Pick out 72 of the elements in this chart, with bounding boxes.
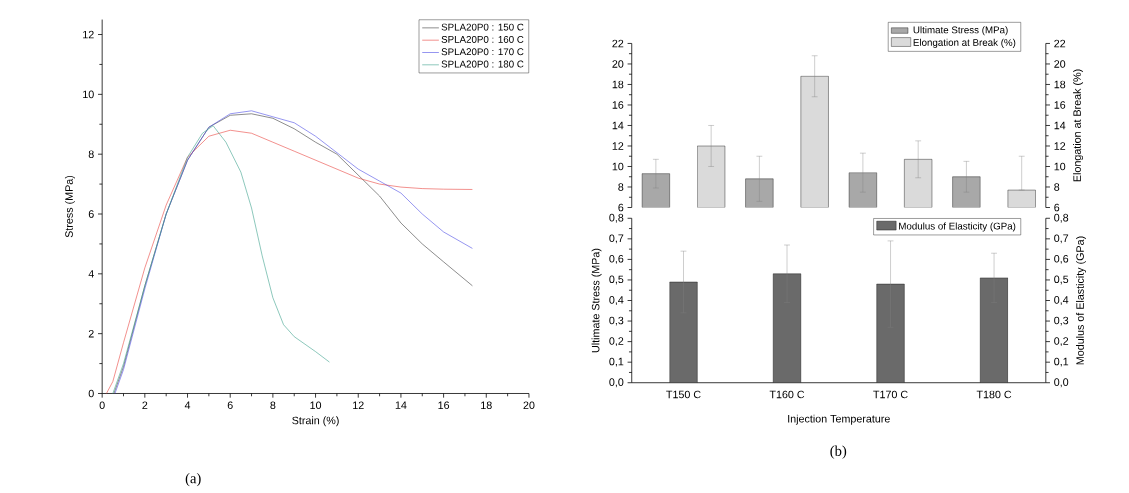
y-tick-label: 20 — [612, 60, 624, 68]
y-tick-label: 0,6 — [609, 254, 624, 264]
y2-tick-label: 0,8 — [1054, 213, 1069, 223]
y-tick-label: 22 — [612, 39, 624, 48]
x-tick-label: 10 — [310, 401, 322, 409]
y-tick-label: 10 — [83, 90, 94, 98]
y-tick-label: 8 — [88, 150, 94, 158]
x-tick-label: T180 C — [976, 390, 1012, 399]
y-tick-label: 8 — [618, 183, 624, 191]
x-tick-label: 20 — [523, 401, 535, 409]
x-tick-label: 8 — [270, 401, 276, 409]
y2-tick-label: 16 — [1054, 101, 1066, 109]
y-tick-label: 0,2 — [609, 337, 624, 346]
y2-tick-label: 0,4 — [1054, 295, 1069, 305]
y2-tick-label: 0,6 — [1054, 254, 1069, 264]
y2-tick-label: 0,2 — [1054, 337, 1069, 346]
y-tick-label: 0,0 — [609, 378, 624, 387]
x-tick-label: T150 C — [666, 390, 701, 399]
y-tick-label: 4 — [88, 269, 94, 278]
y-tick-label: 0,3 — [609, 316, 624, 326]
y2-axis-title: Modulus of Elasticity (GPa) — [1076, 236, 1086, 365]
y-tick-label: 12 — [612, 142, 624, 150]
x-axis-title: Injection Temperature — [788, 414, 890, 425]
y2-tick-label: 14 — [1054, 121, 1066, 129]
y-tick-label: 12 — [83, 30, 94, 39]
y-tick-label: 2 — [88, 329, 94, 338]
x-tick-label: 2 — [142, 401, 148, 409]
x-tick-label: 14 — [395, 401, 407, 409]
y-tick-label: 10 — [612, 162, 624, 171]
x-tick-label: 4 — [184, 401, 191, 409]
x-tick-label: T170 C — [873, 390, 908, 399]
y-tick-label: 16 — [612, 101, 624, 109]
y-axis-title: Ultimate Stress (MPa) — [591, 248, 602, 352]
legend-label: SPLA20P0 : 160 C — [441, 35, 524, 43]
y2-tick-label: 0,7 — [1054, 234, 1069, 244]
y-tick-label: 0,4 — [609, 295, 624, 305]
y2-axis-title: Elongation at Break (%) — [1073, 69, 1084, 182]
legend-label: SPLA20P0 : 180 C — [441, 60, 524, 68]
y2-tick-label: 0,1 — [1054, 357, 1069, 367]
legend-label: Elongation at Break (%) — [913, 38, 1016, 48]
x-tick-label: 12 — [353, 401, 364, 409]
x-tick-label: 16 — [438, 401, 450, 409]
y2-tick-label: 0,5 — [1054, 275, 1069, 285]
x-tick-label: 18 — [481, 401, 492, 409]
x-axis-title: Strain (%) — [292, 416, 339, 427]
y-tick-label: 18 — [612, 80, 624, 89]
y-tick-label: 0,5 — [609, 275, 624, 285]
y-tick-label: 14 — [612, 121, 624, 129]
y-tick-label: 0,7 — [609, 234, 624, 244]
x-tick-label: 0 — [99, 401, 105, 409]
y2-tick-label: 6 — [1054, 203, 1060, 212]
y2-tick-label: 8 — [1054, 183, 1060, 191]
y2-tick-label: 18 — [1054, 80, 1066, 89]
y-tick-label: 0,1 — [609, 357, 624, 367]
y-axis-title: Stress (MPa) — [64, 175, 75, 238]
x-tick-label: T160 C — [769, 390, 805, 399]
x-tick-label: 6 — [227, 401, 233, 409]
y2-tick-label: 10 — [1054, 162, 1066, 171]
legend-label: Modulus of Elasticity (GPa) — [899, 222, 1016, 232]
text: (a) — [185, 472, 201, 487]
y2-tick-label: 0,0 — [1054, 378, 1069, 387]
y2-tick-label: 20 — [1054, 60, 1066, 68]
legend-label: Ultimate Stress (MPa) — [913, 26, 1008, 36]
y-tick-label: 6 — [88, 210, 94, 218]
y-tick-label: 6 — [618, 203, 624, 212]
legend-label: SPLA20P0 : 150 C — [441, 23, 524, 31]
legend-label: SPLA20P0 : 170 C — [441, 48, 524, 56]
y2-tick-label: 22 — [1054, 39, 1066, 48]
y-tick-label: 0,8 — [609, 213, 624, 223]
y2-tick-label: 0,3 — [1054, 316, 1069, 326]
y2-tick-label: 12 — [1054, 142, 1066, 150]
text: (b) — [830, 445, 847, 459]
